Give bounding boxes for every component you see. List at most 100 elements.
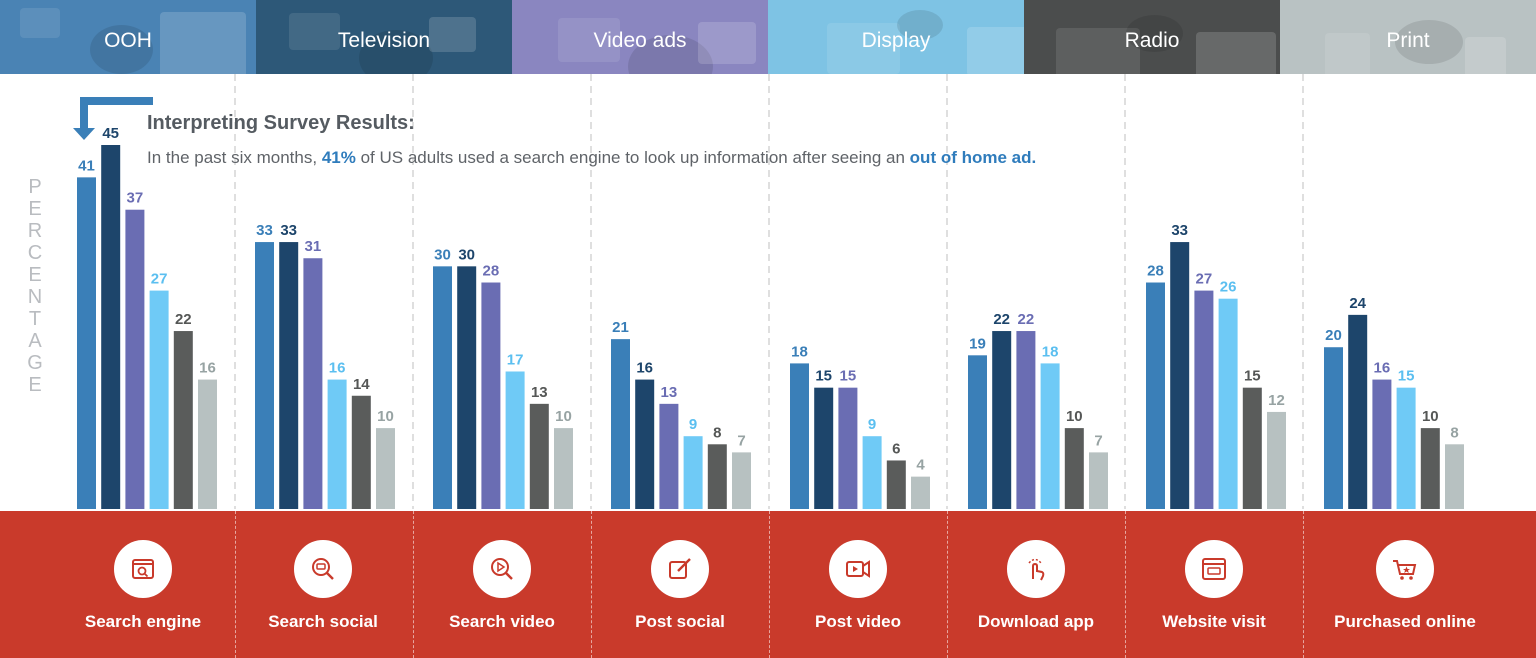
bar-value-label: 10 [555, 408, 572, 425]
note-body: In the past six months, 41% of US adults… [147, 148, 1036, 168]
bar-value-label: 4 [916, 457, 925, 474]
category-download-app: Download app [947, 511, 1125, 658]
bar [327, 379, 347, 509]
tab-photo-shape [20, 8, 60, 38]
bar [1445, 444, 1464, 509]
bar [1040, 363, 1060, 509]
footer-divider [947, 511, 948, 658]
post-social-icon [651, 540, 709, 598]
bar-value-label: 22 [993, 311, 1010, 328]
bar [1267, 411, 1286, 509]
bar [732, 452, 751, 509]
bar-value-label: 41 [78, 157, 95, 174]
tab-photo-shape [289, 13, 340, 50]
y-axis-letter: T [28, 308, 42, 330]
category-search-social: Search social [234, 511, 412, 658]
note-text-start: In the past six months, [147, 148, 318, 167]
bar-value-label: 19 [969, 335, 986, 352]
y-axis-letter: G [27, 352, 43, 374]
bar-value-label: 22 [1018, 311, 1035, 328]
tab-print: Print [1280, 0, 1536, 74]
tab-photo-shape [1395, 20, 1463, 64]
bar-value-label: 6 [892, 440, 900, 457]
bar [1218, 298, 1238, 509]
tab-label: Display [861, 29, 931, 52]
search-video-icon [473, 540, 531, 598]
footer-divider [413, 511, 414, 658]
bar-value-label: 10 [377, 408, 394, 425]
y-axis-letter: E [28, 198, 42, 220]
bar [529, 403, 549, 509]
bar [198, 379, 217, 509]
bar-value-label: 33 [1171, 222, 1188, 239]
bar [790, 363, 809, 509]
bar [77, 177, 96, 509]
bar [279, 242, 299, 510]
tab-television: Television [256, 0, 512, 74]
y-axis-letter: E [28, 374, 42, 396]
y-axis-letter: R [27, 220, 43, 242]
category-website-visit: Website visit [1125, 511, 1303, 658]
bar [1016, 331, 1036, 509]
y-axis-letter: A [28, 330, 42, 352]
category-label: Post social [635, 612, 725, 631]
download-app-icon [1007, 540, 1065, 598]
media-header: OOH Television Video ads Display Radio Print [0, 0, 1536, 74]
tab-radio: Radio [1024, 0, 1280, 74]
bar [101, 145, 121, 509]
tab-photo-shape [1325, 33, 1370, 74]
category-label: Post video [815, 612, 901, 631]
category-label: Search engine [84, 612, 202, 631]
bar-value-label: 18 [1042, 343, 1059, 360]
bar [707, 444, 727, 509]
bar [862, 436, 882, 509]
footer-divider [235, 511, 236, 658]
bar-value-label: 30 [434, 246, 451, 263]
bar-value-label: 33 [256, 222, 273, 239]
category-footer: Search engine Search social Search video Po… [0, 511, 1536, 658]
bar-value-label: 24 [1349, 295, 1366, 312]
tab-photo-shape [1056, 28, 1140, 74]
bar [659, 403, 679, 509]
bar-value-label: 8 [1450, 424, 1458, 441]
category-label: Website visit [1162, 612, 1266, 631]
bar [886, 460, 906, 509]
bar-value-label: 18 [791, 343, 808, 360]
tab-photo-shape [359, 30, 433, 74]
bar-value-label: 27 [1196, 271, 1213, 288]
bar-value-label: 15 [1398, 368, 1415, 385]
bar-value-label: 28 [483, 263, 500, 280]
bar-value-label: 27 [151, 271, 168, 288]
bar-value-label: 16 [636, 360, 653, 377]
bar-value-label: 16 [329, 360, 346, 377]
note-text-middle: of US adults used a search engine to loo… [360, 148, 905, 167]
bar [505, 371, 525, 509]
tab-display: Display [768, 0, 1024, 74]
bar-value-label: 8 [713, 424, 721, 441]
bar [838, 387, 858, 509]
bar [1324, 347, 1343, 509]
y-axis-letter: P [28, 176, 42, 198]
tab-photo-shape [827, 23, 900, 74]
bar-value-label: 16 [199, 360, 216, 377]
tab-photo-shape [558, 18, 620, 62]
bar [1170, 242, 1190, 510]
bar-value-label: 13 [661, 384, 678, 401]
bar-value-label: 21 [612, 319, 629, 336]
callout-arrow [80, 97, 153, 130]
tab-label: OOH [104, 29, 152, 52]
tab-photo-shape [967, 27, 1024, 74]
footer-divider [1125, 511, 1126, 658]
bar [149, 290, 169, 509]
bar-value-label: 10 [1422, 408, 1439, 425]
bar-value-label: 12 [1268, 392, 1285, 409]
category-label: Search social [268, 612, 378, 631]
bar-value-label: 15 [1244, 368, 1261, 385]
bar-value-label: 26 [1220, 279, 1237, 296]
bar [1348, 314, 1368, 509]
post-video-icon [829, 540, 887, 598]
bar-value-label: 20 [1325, 327, 1342, 344]
y-axis-letter: E [28, 264, 42, 286]
tab-photo-shape [1465, 37, 1506, 74]
bar-value-label: 9 [868, 416, 876, 433]
